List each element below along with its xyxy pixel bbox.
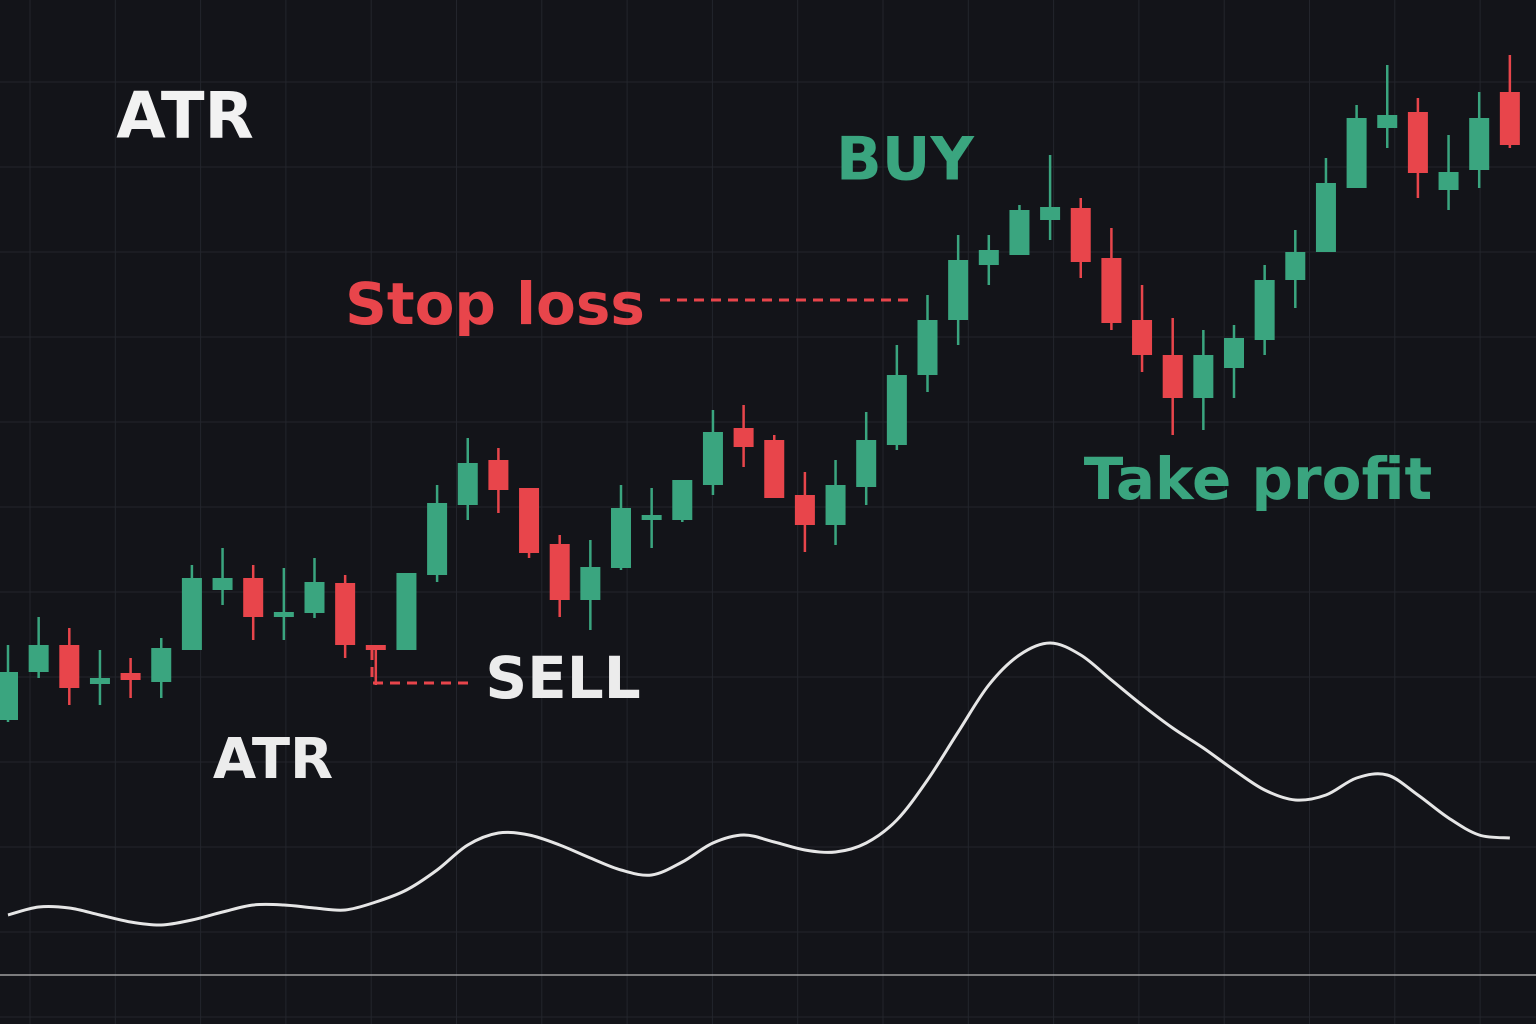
annotations: ATR BUY Stop loss SELL Take profit ATR [116, 80, 1432, 793]
candle-body [580, 567, 601, 600]
annotation: Take profit [1084, 445, 1432, 513]
candle-body [764, 440, 785, 498]
candle-body [1499, 92, 1520, 145]
candle-body [1407, 112, 1428, 173]
candle-body [1469, 118, 1490, 170]
candle-body [212, 578, 233, 590]
candle-body [1193, 355, 1214, 398]
candle-body [304, 582, 325, 613]
candle-body [1009, 210, 1030, 255]
candle-body [1070, 208, 1091, 262]
candle-body [917, 320, 938, 375]
annotation: Stop loss [345, 270, 645, 338]
candle-body [978, 250, 999, 265]
annotation: SELL [485, 644, 640, 712]
candle-body [1315, 183, 1336, 252]
candle-body [151, 648, 172, 682]
candle-body [519, 488, 540, 553]
candle-body [825, 485, 846, 525]
candle-body [1346, 118, 1367, 188]
candle-body [457, 463, 478, 505]
candle-body [1101, 258, 1122, 323]
candle-body [1132, 320, 1153, 355]
candle-body [28, 645, 49, 672]
candle-body [1040, 207, 1061, 220]
candle-body [672, 480, 693, 520]
candle-body [611, 508, 631, 568]
candle-body [0, 672, 18, 720]
candle-body [1254, 280, 1275, 340]
candle-body [1162, 355, 1183, 398]
candle-body [641, 515, 662, 520]
candle-body [549, 544, 570, 600]
candle-body [273, 612, 294, 617]
candle-body [243, 578, 264, 617]
candle-body [427, 503, 448, 575]
candle-body [365, 645, 386, 650]
annotation: BUY [836, 125, 975, 195]
candle-body [856, 440, 877, 487]
candle-body [396, 573, 417, 650]
candle-body [886, 375, 907, 445]
candle-body [59, 645, 80, 688]
candle-body [1285, 252, 1306, 280]
candle-body [120, 673, 141, 680]
sell-line [370, 650, 475, 685]
candles [0, 55, 1520, 722]
candle-body [181, 578, 202, 650]
annotation: ATR [213, 727, 333, 792]
candle-body [702, 432, 723, 485]
candle-body [1377, 115, 1398, 128]
candle-body [1224, 338, 1244, 368]
candle-body [1438, 172, 1459, 190]
candle-body [335, 583, 356, 645]
candle-body [733, 428, 754, 447]
candle-body [948, 260, 969, 320]
candle-body [794, 495, 815, 525]
atr-line [7, 641, 1510, 927]
candle-body [488, 460, 509, 490]
annotation: ATR [116, 80, 254, 154]
candle-body [89, 678, 110, 684]
